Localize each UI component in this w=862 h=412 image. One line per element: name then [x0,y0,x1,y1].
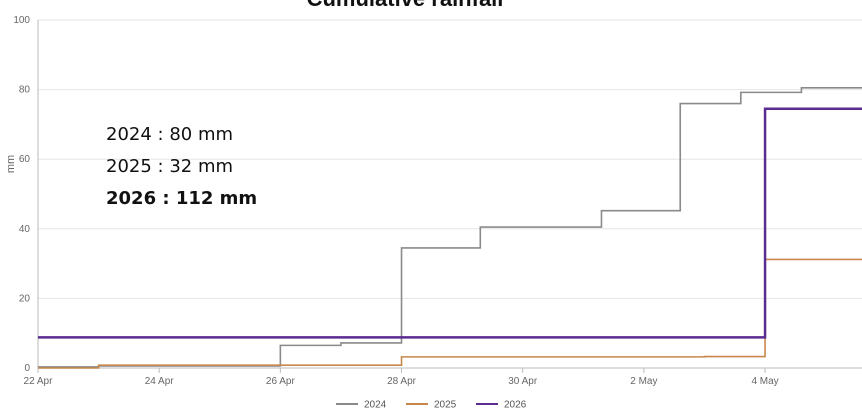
x-tick-label: 24 Apr [145,376,175,387]
x-tick-label: 22 Apr [24,376,54,387]
x-tick-label: 4 May [751,376,778,387]
series-line-2026 [38,107,862,339]
series-line-2025 [38,258,862,369]
y-tick-label: 80 [19,85,31,96]
annotation-1: 2025 : 32 mm [106,156,233,177]
y-tick-label: 20 [19,293,31,304]
axes: 0 20 40 60 80 100 22 Apr 24 Apr 26 Apr 28 Apr 30 A… [13,15,862,387]
x-tick-label: 30 Apr [508,376,538,387]
chart-title: Cumulative rainfall [307,0,504,11]
legend: 2024 2025 2026 [336,400,527,411]
annotation-2: 2026 : 112 mm [106,188,257,209]
legend-label-2025: 2025 [434,400,457,411]
y-tick-label: 60 [19,154,31,165]
y-tick-label: 40 [19,224,31,235]
x-tick-label: 28 Apr [387,376,417,387]
y-tick-label: 100 [13,15,30,26]
series-line-2024 [38,87,862,368]
legend-label-2024: 2024 [364,400,387,411]
x-tick-label: 26 Apr [266,376,296,387]
series-group [38,87,862,369]
legend-label-2026: 2026 [504,400,527,411]
annotation-0: 2024 : 80 mm [106,124,233,145]
x-tick-label: 2 May [630,376,657,387]
y-tick-label: 0 [24,363,30,374]
annotations: 2024 : 80 mm 2025 : 32 mm 2026 : 112 mm [106,124,257,209]
y-axis-title: mm [5,155,17,173]
